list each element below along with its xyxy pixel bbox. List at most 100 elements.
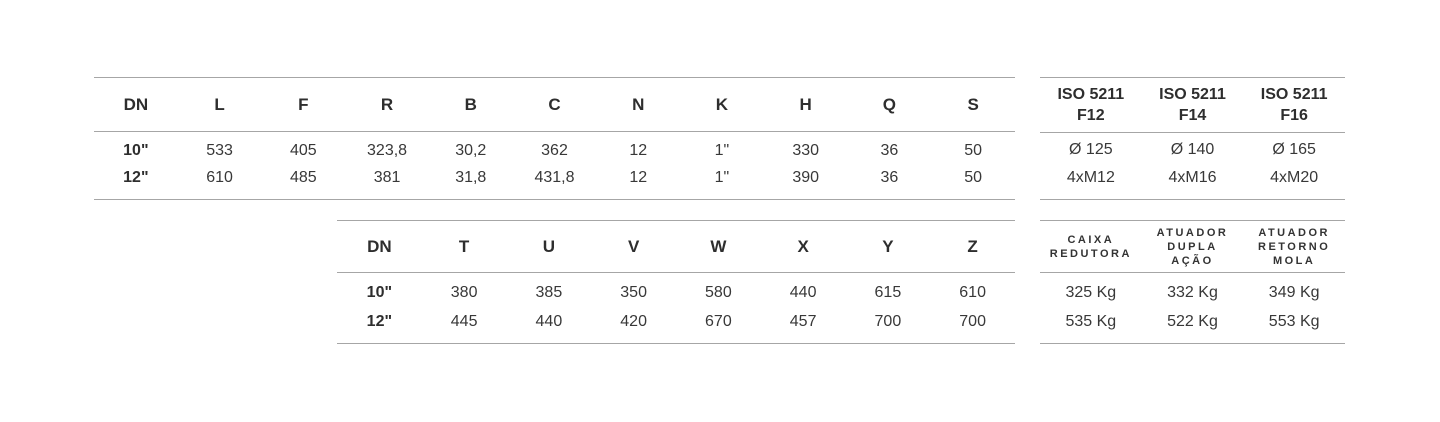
header-cell: ATUADOR DUPLA AÇÃO <box>1157 226 1229 268</box>
iso5211-header-row: ISO 5211 F12 ISO 5211 F14 ISO 5211 F16 <box>1040 78 1345 133</box>
header-cell: ISO 5211 F14 <box>1159 84 1226 126</box>
header-cell: DN <box>123 94 149 114</box>
header-cell: V <box>627 236 640 256</box>
data-cell: 405 <box>289 141 317 159</box>
header-line: MOLA <box>1272 254 1316 267</box>
weights-header-row: CAIXA REDUTORA ATUADOR DUPLA AÇÃO ATUADO… <box>1040 221 1345 273</box>
data-cell: 445 <box>450 312 478 330</box>
data-cell: 323,8 <box>367 141 408 159</box>
row-dn-cell: 10" <box>123 141 149 159</box>
weights-table: CAIXA REDUTORA ATUADOR DUPLA AÇÃO ATUADO… <box>1040 220 1345 344</box>
data-cell: 30,2 <box>455 141 487 159</box>
data-cell: 325 Kg <box>1065 283 1117 301</box>
dimensions-table-2-body: 10" 380 385 350 580 440 615 610 12" 445 … <box>337 273 1015 343</box>
table-row: Ø 125 Ø 140 Ø 165 <box>1040 136 1345 164</box>
header-line: F16 <box>1280 107 1308 124</box>
data-cell: 610 <box>959 283 986 301</box>
weights-body: 325 Kg 332 Kg 349 Kg 535 Kg 522 Kg 553 K… <box>1040 273 1345 343</box>
data-cell: Ø 125 <box>1069 141 1113 158</box>
iso5211-table: ISO 5211 F12 ISO 5211 F14 ISO 5211 F16 Ø… <box>1040 77 1345 200</box>
data-cell: 440 <box>789 283 817 301</box>
data-cell: 700 <box>874 312 902 330</box>
data-cell: 349 Kg <box>1268 283 1320 301</box>
data-cell: 535 Kg <box>1065 312 1117 330</box>
header-cell: N <box>632 94 645 114</box>
iso5211-body: Ø 125 Ø 140 Ø 165 4xM12 4xM16 4xM20 <box>1040 133 1345 199</box>
header-cell: Y <box>882 236 894 256</box>
table-row: 325 Kg 332 Kg 349 Kg <box>1040 278 1345 307</box>
dimensions-table-1-body: 10" 533 405 323,8 30,2 362 12 1" 330 36 … <box>94 132 1015 199</box>
data-cell: 700 <box>959 312 986 330</box>
dimensions-table-1-header-row: DN L F R B C N K H Q S <box>94 78 1015 132</box>
data-cell: 12 <box>629 141 648 159</box>
data-cell: 390 <box>792 169 820 187</box>
header-cell: K <box>715 94 729 114</box>
header-cell: DN <box>367 236 392 256</box>
header-cell: ATUADOR RETORNO MOLA <box>1258 226 1330 268</box>
table-row: 535 Kg 522 Kg 553 Kg <box>1040 307 1345 336</box>
data-cell: 553 Kg <box>1268 312 1320 330</box>
header-line: AÇÃO <box>1171 254 1214 267</box>
header-line: DUPLA <box>1167 240 1218 253</box>
table-row: 10" 533 405 323,8 30,2 362 12 1" 330 36 … <box>94 137 1015 165</box>
data-cell: 350 <box>620 283 647 301</box>
data-cell: 610 <box>206 169 233 187</box>
header-cell: Q <box>882 94 897 114</box>
data-cell: 380 <box>450 283 478 301</box>
header-line: REDUTORA <box>1049 247 1132 260</box>
data-cell: 330 <box>792 141 820 159</box>
header-line: ISO 5211 <box>1260 86 1328 103</box>
data-cell: 670 <box>705 312 732 330</box>
header-cell: ISO 5211 F12 <box>1057 84 1124 126</box>
header-cell: X <box>797 236 809 256</box>
header-cell: H <box>799 94 812 114</box>
data-cell: 615 <box>874 283 902 301</box>
header-cell: T <box>458 236 470 256</box>
table-row: 10" 380 385 350 580 440 615 610 <box>337 278 1015 307</box>
data-cell: 31,8 <box>455 169 487 187</box>
data-cell: 457 <box>789 312 817 330</box>
data-cell: 431,8 <box>534 169 575 187</box>
data-cell: 485 <box>289 169 317 187</box>
table-row: 12" 610 485 381 31,8 431,8 12 1" 390 36 … <box>94 165 1015 193</box>
header-cell: Z <box>967 236 978 256</box>
data-cell: 36 <box>880 141 899 159</box>
data-cell: 36 <box>880 169 899 187</box>
data-cell: 50 <box>964 169 983 187</box>
data-cell: 533 <box>206 141 233 159</box>
header-cell: U <box>542 236 556 256</box>
header-line: F14 <box>1178 107 1207 124</box>
data-cell: Ø 140 <box>1170 141 1215 158</box>
header-line: F12 <box>1077 107 1105 124</box>
header-cell: C <box>548 94 561 114</box>
dimensions-table-1: DN L F R B C N K H Q S 10" 533 405 323,8… <box>94 77 1015 200</box>
data-cell: 522 Kg <box>1167 312 1218 330</box>
data-cell: 332 Kg <box>1167 283 1218 301</box>
header-cell: W <box>710 236 727 256</box>
data-cell: 12 <box>629 169 648 187</box>
data-cell: 4xM16 <box>1168 169 1217 186</box>
header-cell: B <box>464 94 477 114</box>
header-line: ISO 5211 <box>1057 86 1125 103</box>
header-cell: CAIXA REDUTORA <box>1050 233 1132 261</box>
header-cell: R <box>380 94 394 114</box>
table-row: 12" 445 440 420 670 457 700 700 <box>337 307 1015 336</box>
data-cell: Ø 165 <box>1272 141 1316 158</box>
header-line: ATUADOR <box>1258 226 1330 239</box>
data-cell: 4xM12 <box>1066 169 1115 186</box>
data-cell: 362 <box>541 141 568 159</box>
row-dn-cell: 12" <box>366 312 393 330</box>
header-line: CAIXA <box>1067 233 1115 246</box>
header-line: ISO 5211 <box>1159 86 1226 103</box>
data-cell: 1" <box>714 141 730 159</box>
data-cell: 440 <box>535 312 563 330</box>
header-cell: S <box>967 94 979 114</box>
data-cell: 4xM20 <box>1270 169 1319 186</box>
row-dn-cell: 10" <box>366 283 393 301</box>
header-line: ATUADOR <box>1156 226 1229 239</box>
data-cell: 385 <box>535 283 563 301</box>
header-cell: L <box>214 94 225 114</box>
row-dn-cell: 12" <box>123 169 149 187</box>
data-cell: 580 <box>705 283 732 301</box>
